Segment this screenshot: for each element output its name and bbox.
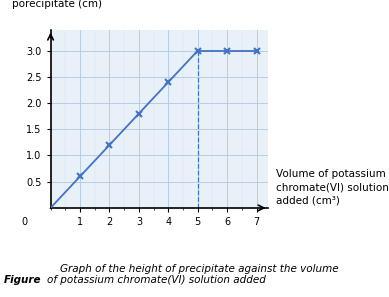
Text: Volume of potassium
chromate(VI) solution
added (cm³): Volume of potassium chromate(VI) solutio… bbox=[276, 169, 389, 205]
Text: Height of
porecipitate (cm): Height of porecipitate (cm) bbox=[12, 0, 102, 9]
Text: 0: 0 bbox=[21, 217, 28, 227]
Text: Graph of the height of precipitate against the volume
of potassium chromate(VI) : Graph of the height of precipitate again… bbox=[47, 263, 338, 285]
Text: Figure: Figure bbox=[4, 275, 41, 285]
